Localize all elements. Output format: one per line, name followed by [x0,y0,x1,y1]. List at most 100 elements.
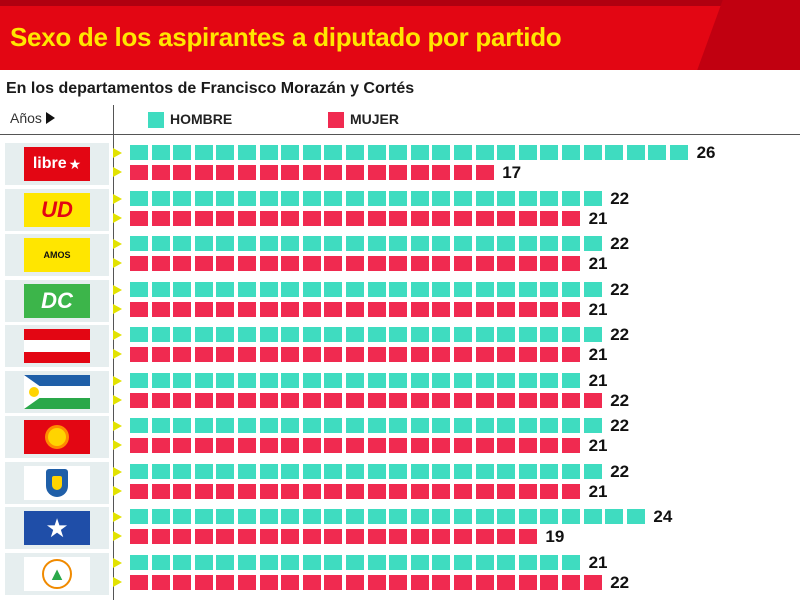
bar-unit-hombre [259,281,278,297]
bar-unit-mujer [540,256,559,271]
bar-unit-hombre [367,463,386,479]
bar-unit-hombre [130,509,148,524]
bar-unit-mujer [238,574,256,590]
bar-unit-hombre [583,327,602,342]
bar-unit-mujer [475,574,494,590]
row-pointer-icon [113,466,122,477]
bar-unit-mujer [324,347,343,362]
bar-unit-mujer [173,210,192,226]
bar-unit-hombre [410,236,429,251]
bar-unit-mujer [389,574,408,590]
bar-unit-mujer [346,392,364,408]
bar-unit-mujer [324,392,343,408]
vamos-logo-icon: AMOS [24,238,90,272]
bar-unit-mujer [130,529,148,544]
value-label-mujer: 22 [610,390,630,410]
bar-unit-mujer [259,165,278,180]
bar-unit-mujer [281,301,300,317]
bar-unit-mujer [432,347,451,362]
bar-unit-mujer [518,392,537,408]
bar-unit-hombre [259,145,278,160]
bar-unit-hombre [194,145,213,160]
bar-unit-hombre [518,418,537,433]
bar-unit-hombre [518,327,537,342]
bar-unit-hombre [497,418,516,433]
bar-unit-mujer [562,301,580,317]
bar-unit-mujer [518,256,537,271]
bar-unit-mujer [194,574,213,590]
bar-unit-mujer [432,256,451,271]
bar-unit-mujer [238,438,256,453]
bar-unit-mujer [130,574,148,590]
bar-unit-hombre [151,190,170,206]
years-label: Años [10,110,55,126]
bar-unit-hombre [216,554,235,570]
star-icon: ★ [68,155,82,172]
bar-unit-mujer [259,301,278,317]
bar-unit-hombre [454,509,472,524]
row-pointer-icon [113,394,122,405]
bar-unit-hombre [130,327,148,342]
bar-unit-mujer [281,529,300,544]
value-label-mujer: 21 [588,208,608,228]
bar-unit-hombre [324,281,343,297]
bar-unit-hombre [432,190,451,206]
bar-unit-mujer [562,210,580,226]
bar-unit-hombre [432,281,451,297]
bar-unit-hombre [281,372,300,388]
bar-unit-hombre [432,418,451,433]
bar-unit-hombre [281,463,300,479]
bar-unit-mujer [497,529,516,544]
bar-unit-hombre [194,281,213,297]
bar-unit-mujer [259,256,278,271]
bar-unit-hombre [475,327,494,342]
bar-unit-mujer [151,165,170,180]
bar-unit-hombre [324,145,343,160]
bar-unit-mujer [238,256,256,271]
bar-unit-hombre [540,281,559,297]
party-logo-text: AMOS [43,250,71,260]
bar-unit-mujer [475,529,494,544]
bar-unit-hombre [238,145,256,160]
bar-unit-mujer [238,210,256,226]
bar-unit-hombre [389,463,408,479]
chart-title: Sexo de los aspirantes a diputado por pa… [10,22,562,52]
bar-unit-hombre [432,372,451,388]
bar-unit-mujer [497,438,516,453]
bar-unit-hombre [238,236,256,251]
bar-unit-hombre [583,281,602,297]
value-label-hombre: 22 [610,325,630,344]
bar-unit-hombre [454,372,472,388]
bar-unit-mujer [130,256,148,271]
bar-unit-mujer [410,574,429,590]
bar-unit-mujer [518,347,537,362]
bar-unit-hombre [454,281,472,297]
bar-unit-hombre [173,236,192,251]
bar-unit-hombre [367,372,386,388]
value-label-hombre: 26 [696,143,716,162]
bar-unit-hombre [259,418,278,433]
bar-unit-hombre [151,554,170,570]
value-label-mujer: 21 [588,436,608,455]
bar-unit-hombre [648,145,667,160]
bar-unit-mujer [324,301,343,317]
bar-unit-mujer [281,438,300,453]
bar-unit-hombre [346,554,364,570]
bar-unit-hombre [497,145,516,160]
bar-unit-hombre [410,509,429,524]
bar-unit-hombre [367,190,386,206]
shield-emblem-icon [24,465,90,500]
bar-unit-hombre [583,463,602,479]
value-label-hombre: 21 [588,370,608,390]
bar-unit-hombre [302,509,321,524]
bar-unit-hombre [475,281,494,297]
value-label-mujer: 21 [588,345,608,364]
libre-logo-icon: libre ★ [24,147,90,181]
bar-unit-mujer [540,210,559,226]
bar-unit-mujer [216,392,235,408]
bar-unit-hombre [130,463,148,479]
bar-unit-mujer [151,256,170,271]
row-pointer-icon [113,303,122,314]
value-label-hombre: 22 [610,461,630,481]
